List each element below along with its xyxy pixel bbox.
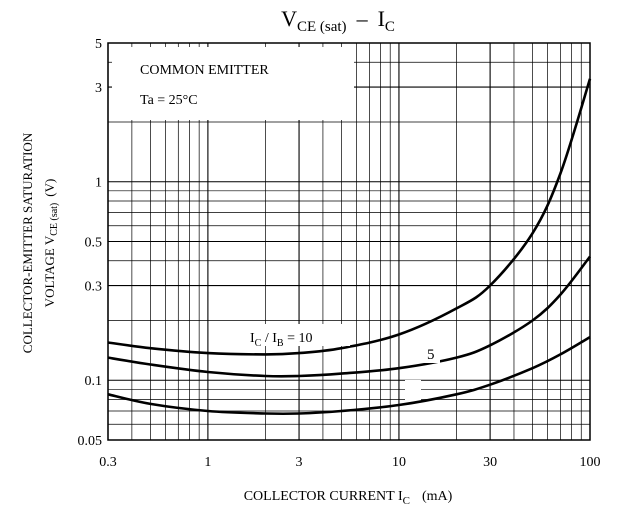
curve-label-5-bg xyxy=(424,343,440,363)
x-tick-label: 30 xyxy=(483,455,497,470)
y-tick-label: 0.05 xyxy=(78,434,103,449)
x-tick-label: 0.3 xyxy=(99,455,117,470)
curve-label-2-bg xyxy=(405,380,421,400)
title-ic-sub: C xyxy=(385,19,395,35)
x-tick-label: 100 xyxy=(580,455,601,470)
x-tick-label: 3 xyxy=(296,455,303,470)
series-line-ic-ib-5 xyxy=(107,255,592,378)
curve-label-10: IC / IB = 10 xyxy=(250,331,312,349)
chart-title: VCE (sat) – IC xyxy=(281,6,395,35)
curve-label-5: 5 xyxy=(427,347,435,363)
y-tick-label: 0.5 xyxy=(85,236,103,251)
y-tick-label: 5 xyxy=(95,37,102,52)
y-tick-label: 3 xyxy=(95,81,102,96)
series-line-ic-ib-10 xyxy=(107,78,592,356)
y-tick-label: 0.1 xyxy=(85,374,103,389)
y-axis-label-line1: COLLECTOR-EMITTER SATURATION xyxy=(20,132,35,353)
y-tick-label: 0.3 xyxy=(85,280,103,295)
x-axis-label: COLLECTOR CURRENT IC (mA) xyxy=(244,489,453,507)
y-axis-label: COLLECTOR-EMITTER SATURATION VOLTAGE VCE… xyxy=(20,132,60,353)
x-tick-label: 1 xyxy=(204,455,211,470)
y-axis-label-line2: VOLTAGE VCE (sat)(V) xyxy=(42,179,60,308)
curves xyxy=(107,78,592,416)
y-tick-label: 1 xyxy=(95,176,102,191)
title-dash: – xyxy=(356,6,369,31)
curve-label-10-bg xyxy=(245,324,350,346)
title-vce-sub: CE (sat) xyxy=(297,19,347,35)
series-line-ic-ib-2 xyxy=(107,335,591,416)
title-i: I xyxy=(378,6,385,31)
title-v: V xyxy=(281,6,297,31)
plot-frame xyxy=(107,42,591,441)
note-box xyxy=(112,47,354,120)
note-common-emitter: COMMON EMITTER xyxy=(140,63,269,78)
note-temperature: Ta = 25°C xyxy=(140,93,198,108)
x-tick-label: 10 xyxy=(392,455,406,470)
tick-labels: 0.3 1 3 10 30 100 0.05 0.1 0.3 0.5 1 3 5 xyxy=(78,37,601,470)
